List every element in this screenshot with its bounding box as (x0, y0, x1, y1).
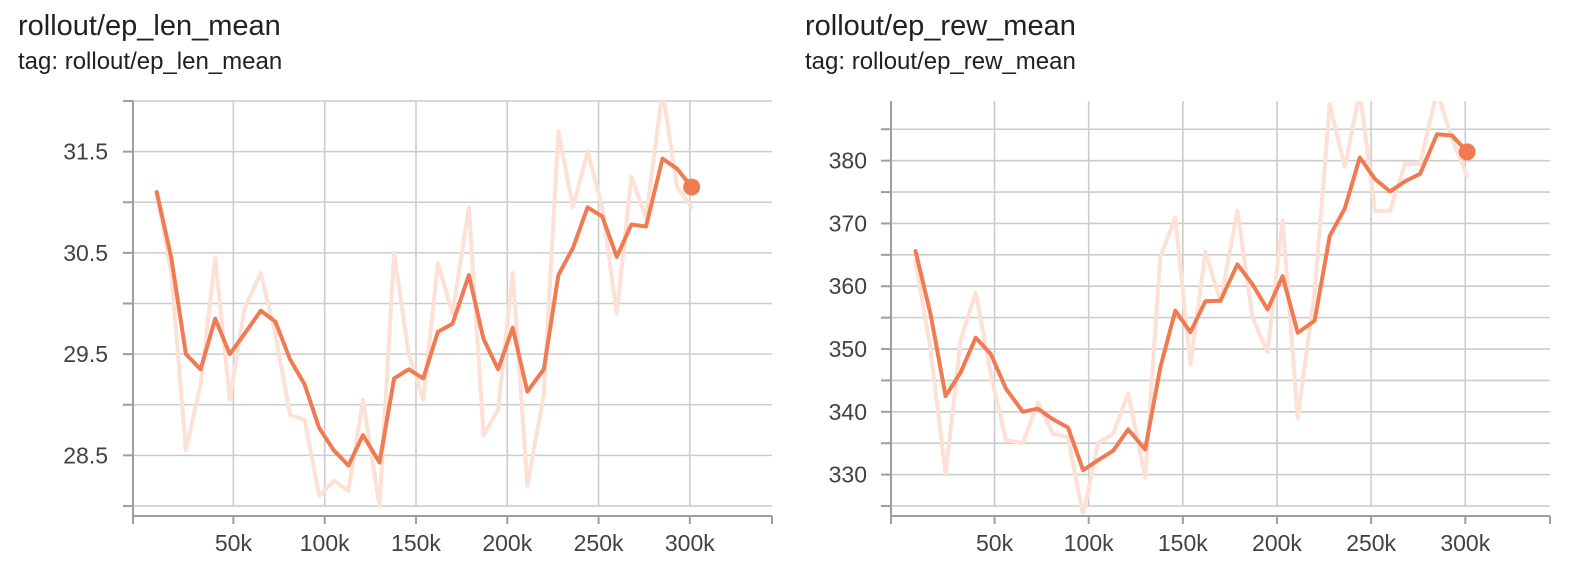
y-tick-label: 31.5 (63, 139, 108, 165)
y-tick-label: 370 (829, 210, 867, 236)
raw-series-line[interactable] (154, 91, 694, 508)
y-tick-label: 28.5 (63, 442, 108, 468)
smoothed-series-line[interactable] (154, 156, 694, 468)
x-tick-label: 300k (665, 530, 715, 556)
y-tick-label: 360 (829, 273, 867, 299)
smoothed-series-line[interactable] (913, 132, 1470, 473)
y-tick-label: 30.5 (63, 240, 108, 266)
line-chart-ep-len-mean[interactable]: 50k 100k 150k 200k 250k 300k 28.5 29.5 30.5 31.5 (0, 0, 787, 566)
x-tick-label: 250k (574, 530, 624, 556)
x-tick-label: 50k (215, 530, 253, 556)
x-tick-label: 250k (1346, 530, 1396, 556)
raw-series-line[interactable] (913, 92, 1470, 516)
x-tick-label: 100k (300, 530, 350, 556)
chart-title: rollout/ep_len_mean (18, 10, 281, 42)
last-point-marker[interactable] (1458, 143, 1476, 161)
y-tick-label: 380 (829, 148, 867, 174)
x-tick-label: 150k (391, 530, 441, 556)
y-tick-label: 340 (829, 399, 867, 425)
line-chart-ep-rew-mean[interactable]: 50k 100k 150k 200k 250k 300k 330 340 350 360 370 38… (787, 0, 1574, 566)
x-tick-label: 200k (482, 530, 532, 556)
x-tick-label: 50k (976, 530, 1014, 556)
chart-panel-ep-rew-mean: rollout/ep_rew_mean tag: rollout/ep_rew_… (787, 0, 1574, 566)
chart-subtitle: tag: rollout/ep_len_mean (18, 48, 283, 75)
axes (881, 101, 1551, 524)
y-tick-label: 29.5 (63, 341, 108, 367)
y-tick-label: 330 (829, 462, 867, 488)
y-tick-label: 350 (829, 336, 867, 362)
x-tick-label: 150k (1158, 530, 1208, 556)
axes (123, 100, 773, 524)
x-tick-label: 200k (1252, 530, 1302, 556)
x-tick-label: 100k (1064, 530, 1114, 556)
last-point-marker[interactable] (683, 178, 701, 196)
chart-panel-ep-len-mean: rollout/ep_len_mean tag: rollout/ep_len_… (0, 0, 787, 566)
chart-subtitle: tag: rollout/ep_rew_mean (805, 48, 1076, 75)
x-tick-label: 300k (1440, 530, 1490, 556)
chart-title: rollout/ep_rew_mean (805, 10, 1076, 42)
